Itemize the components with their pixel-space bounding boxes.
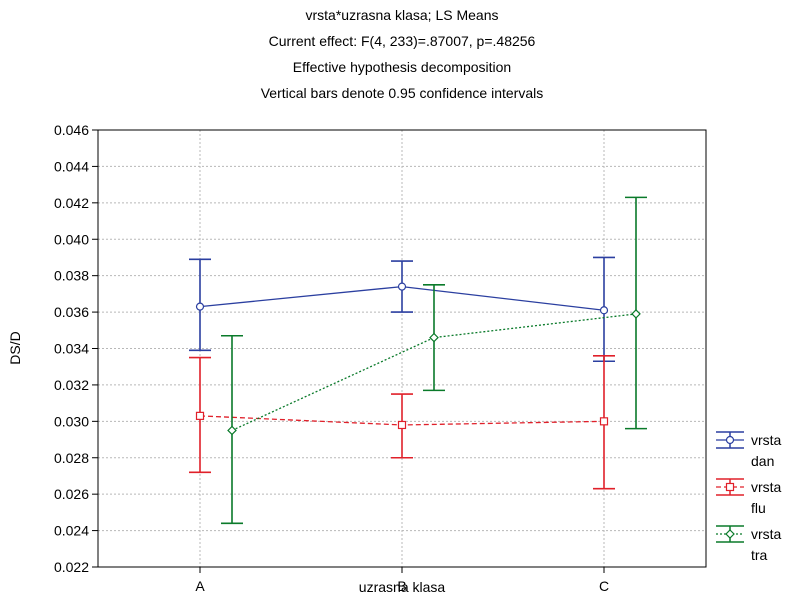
y-tick-label: 0.038 [54, 268, 89, 284]
chart-subtitle-ci: Vertical bars denote 0.95 confidence int… [260, 85, 544, 101]
axis-ticks-and-labels: 0.022 0.024 0.026 0.028 0.030 0.032 0.034 0.036… [54, 122, 609, 594]
chart-title: vrsta*uzrasna klasa; LS Means [305, 7, 499, 23]
chart-subtitle-effect: Current effect: F(4, 233)=.87007, p=.482… [268, 33, 536, 49]
y-tick-label: 0.034 [54, 341, 89, 357]
series-point [397, 420, 407, 430]
y-tick-label: 0.030 [54, 413, 89, 429]
legend-label: vrsta [751, 526, 782, 542]
series-point [725, 435, 735, 445]
x-tick-label: B [397, 578, 406, 594]
x-axis-title: uzrasna klasa [359, 579, 446, 595]
series-point [599, 306, 609, 315]
series-line-2 [231, 313, 637, 432]
y-axis-title: DS/D [7, 331, 23, 364]
y-tick-label: 0.036 [54, 304, 89, 320]
y-tick-label: 0.026 [54, 486, 89, 502]
series-point [227, 425, 237, 436]
legend-label: tra [751, 547, 768, 563]
chart-subtitle-decomposition: Effective hypothesis decomposition [292, 59, 512, 75]
legend-label: flu [751, 500, 766, 516]
y-tick-label: 0.024 [54, 523, 89, 539]
series-point [631, 309, 641, 319]
x-tick-label: C [599, 578, 609, 594]
legend: vrsta dan vrsta flu vrsta tra [716, 431, 782, 563]
y-tick-label: 0.040 [54, 231, 89, 247]
series-point [195, 302, 205, 311]
series-point [429, 332, 439, 343]
series-point [725, 482, 735, 492]
y-tick-label: 0.044 [54, 158, 89, 174]
legend-label: vrsta [751, 432, 782, 448]
y-tick-label: 0.032 [54, 377, 89, 393]
y-tick-label: 0.042 [54, 195, 89, 211]
series-point [725, 529, 735, 539]
series-point [195, 411, 205, 420]
legend-label: dan [751, 453, 774, 469]
grid-lines [98, 130, 706, 567]
series-point [599, 417, 609, 426]
series-layer [189, 196, 647, 525]
legend-label: vrsta [751, 479, 782, 495]
series-point [397, 282, 407, 291]
y-tick-label: 0.028 [54, 450, 89, 466]
y-tick-label: 0.022 [54, 559, 89, 575]
x-tick-label: A [195, 578, 205, 594]
y-tick-label: 0.046 [54, 122, 89, 138]
